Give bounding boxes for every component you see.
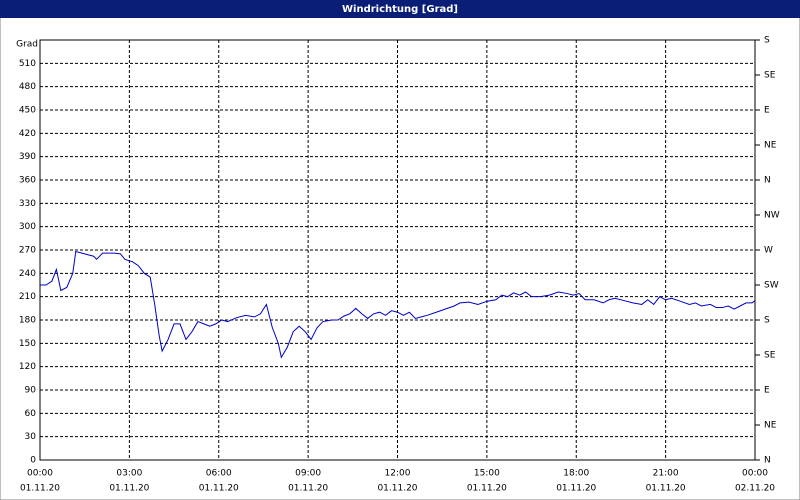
y-axis-label: Grad <box>16 40 38 50</box>
x-tick-date: 01.11.20 <box>288 484 328 494</box>
y2-tick-label: S <box>764 316 770 326</box>
x-tick-date: 01.11.20 <box>377 484 417 494</box>
x-tick-date: 01.11.20 <box>467 484 507 494</box>
y-tick-label: 120 <box>19 362 36 372</box>
y2-tick-label: NE <box>764 141 777 151</box>
y2-tick-label: E <box>764 386 770 396</box>
y-tick-label: 60 <box>25 409 37 419</box>
y2-tick-label: NE <box>764 421 777 431</box>
y2-tick-label: W <box>764 246 773 256</box>
y-tick-label: 420 <box>19 129 36 139</box>
y-tick-label: 300 <box>19 222 36 232</box>
x-tick-date: 01.11.20 <box>556 484 596 494</box>
x-tick-label: 09:00 <box>295 469 321 479</box>
y-tick-label: 0 <box>30 456 36 466</box>
chart-title: Windrichtung [Grad] <box>342 4 458 15</box>
y-tick-label: 30 <box>25 432 37 442</box>
y-tick-label: 240 <box>19 269 36 279</box>
y-tick-label: 210 <box>19 292 36 302</box>
data-line <box>40 250 756 359</box>
x-tick-date: 01.11.20 <box>646 484 686 494</box>
x-tick-label: 06:00 <box>206 469 232 479</box>
x-tick-label: 21:00 <box>653 469 679 479</box>
y-tick-label: 150 <box>19 339 36 349</box>
y-tick-label: 270 <box>19 246 36 256</box>
y-tick-label: 390 <box>19 152 36 162</box>
y2-tick-label: SE <box>764 351 776 361</box>
x-tick-date: 01.11.20 <box>109 484 149 494</box>
y2-tick-label: N <box>764 456 771 466</box>
y2-tick-label: SE <box>764 71 776 81</box>
x-tick-date: 01.11.20 <box>20 484 60 494</box>
y-tick-label: 90 <box>25 386 37 396</box>
y2-tick-label: E <box>764 106 770 116</box>
y-tick-label: 180 <box>19 316 36 326</box>
y-tick-label: 480 <box>19 82 36 92</box>
x-tick-label: 12:00 <box>385 469 411 479</box>
y-tick-label: 330 <box>19 199 36 209</box>
x-tick-label: 15:00 <box>474 469 500 479</box>
y2-tick-label: SW <box>764 281 779 291</box>
title-bar <box>0 0 800 18</box>
y2-tick-label: N <box>764 176 771 186</box>
x-tick-label: 00:00 <box>27 469 53 479</box>
y2-tick-label: S <box>764 36 770 46</box>
y-tick-label: 510 <box>19 59 36 69</box>
y-tick-label: 360 <box>19 176 36 186</box>
x-tick-date: 02.11.20 <box>735 484 775 494</box>
x-tick-label: 03:00 <box>116 469 142 479</box>
x-tick-label: 18:00 <box>563 469 589 479</box>
x-tick-label: 00:00 <box>742 469 768 479</box>
x-tick-date: 01.11.20 <box>199 484 239 494</box>
y-tick-label: 450 <box>19 106 36 116</box>
y2-tick-label: NW <box>764 211 780 221</box>
